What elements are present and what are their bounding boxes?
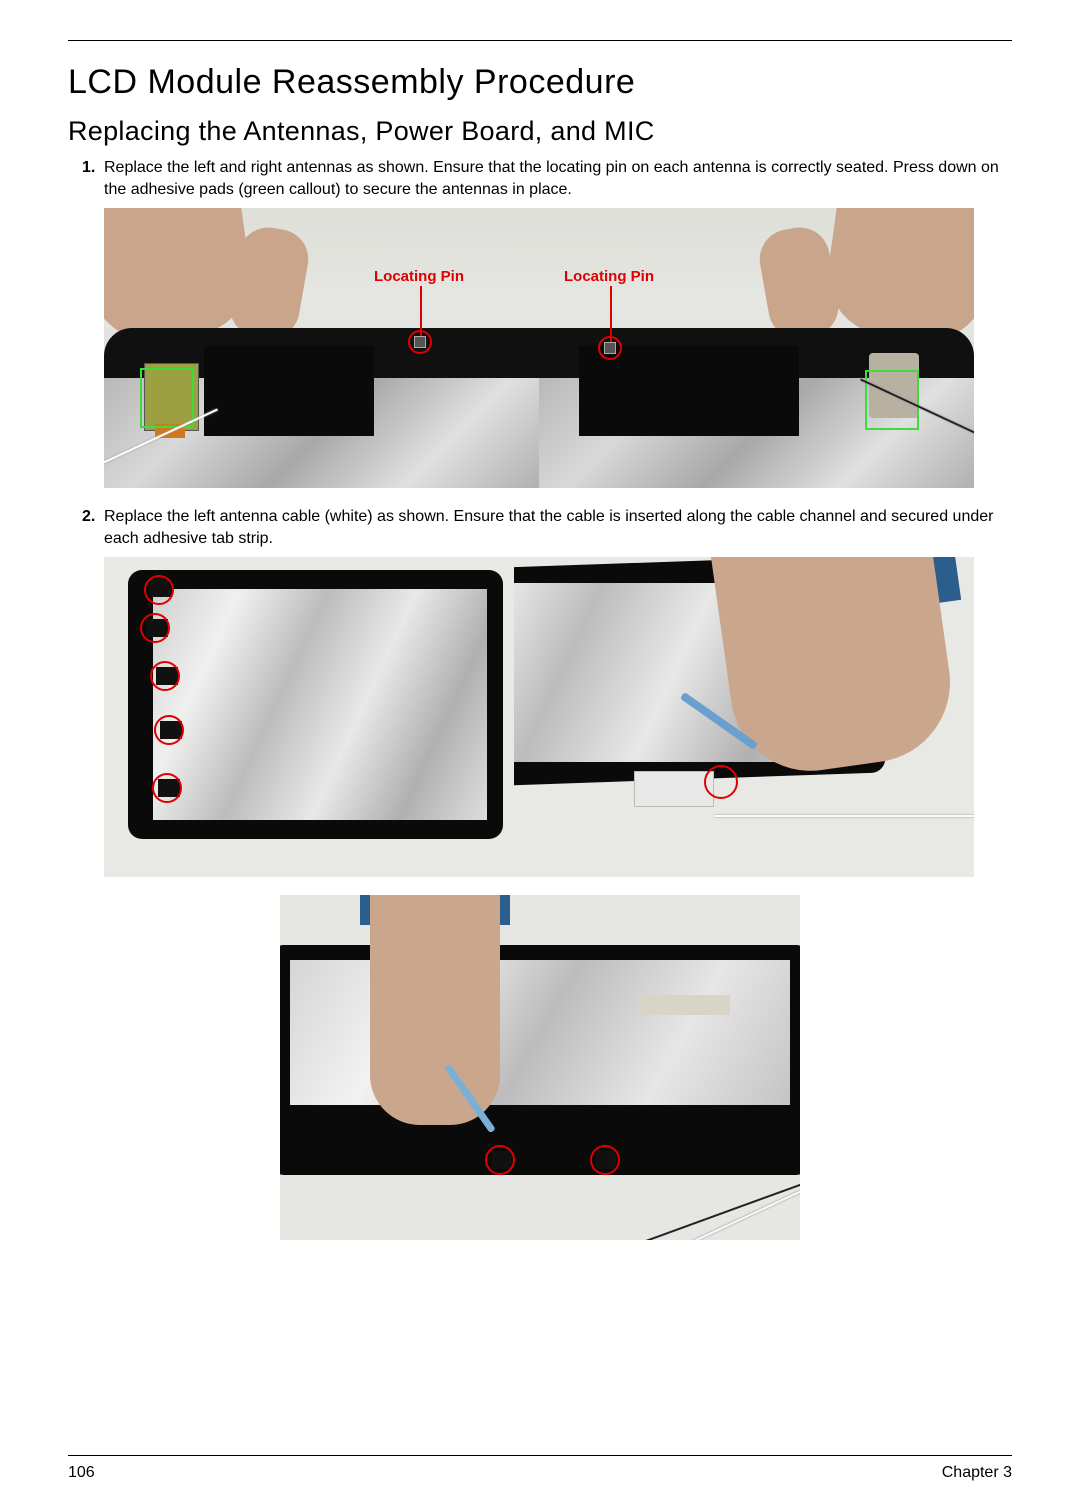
red-callout-circle [408, 330, 432, 354]
antenna-pad [204, 346, 374, 436]
thumb-illustration [755, 223, 843, 343]
figure-1: Locating Pin Locating Pin [104, 208, 974, 488]
hinge-bracket [634, 771, 714, 807]
green-callout [140, 368, 194, 428]
step-2-number: 2. [82, 506, 95, 528]
figure-1-left-panel [104, 208, 539, 488]
red-callout-circle [704, 765, 738, 799]
chapter-label: Chapter 3 [942, 1464, 1012, 1482]
callout-line [420, 286, 422, 336]
figure-2-left-panel [104, 557, 511, 877]
callout-line [610, 286, 612, 342]
step-2: 2. Replace the left antenna cable (white… [68, 506, 1012, 549]
foil-surface [290, 960, 790, 1105]
locating-pin-label-right: Locating Pin [564, 268, 654, 285]
locating-pin-label-left: Locating Pin [374, 268, 464, 285]
green-callout [865, 370, 919, 430]
page-footer: 106 Chapter 3 [68, 1455, 1012, 1482]
foil-surface [153, 589, 487, 819]
footer-rule [68, 1455, 1012, 1456]
page-number: 106 [68, 1464, 95, 1482]
red-callout-circle [598, 336, 622, 360]
figure-2-right-panel [514, 557, 974, 877]
section-title: Replacing the Antennas, Power Board, and… [68, 116, 1012, 147]
figure-2 [104, 557, 974, 877]
step-2-text: Replace the left antenna cable (white) a… [104, 508, 993, 547]
step-1: 1. Replace the left and right antennas a… [68, 157, 1012, 200]
step-1-text: Replace the left and right antennas as s… [104, 159, 999, 198]
figure-3 [280, 895, 800, 1240]
label-sticker [640, 995, 730, 1015]
step-1-number: 1. [82, 157, 95, 179]
top-rule [68, 40, 1012, 41]
hand-illustration [370, 895, 500, 1125]
antenna-cable [714, 815, 974, 817]
page-title: LCD Module Reassembly Procedure [68, 63, 1012, 102]
